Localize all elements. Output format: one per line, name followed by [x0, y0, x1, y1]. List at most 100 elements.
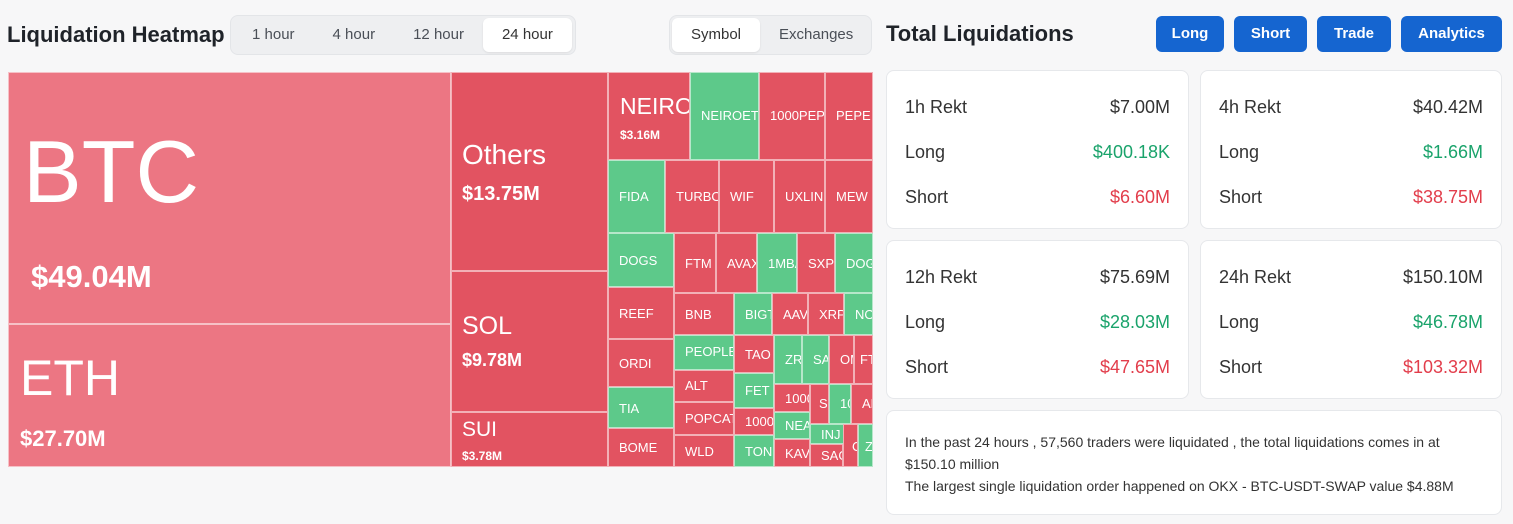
- tile-1000pepe[interactable]: 1000PEPE: [759, 72, 825, 160]
- time-option-24h[interactable]: 24 hour: [482, 18, 572, 52]
- trade-button[interactable]: Trade: [1317, 16, 1391, 52]
- short-value: $47.65M: [1099, 357, 1170, 377]
- tile-fida[interactable]: FIDA: [608, 160, 665, 233]
- heatmap-title: Liquidation Heatmap: [7, 22, 225, 47]
- view-option-symbol[interactable]: Symbol: [672, 18, 761, 52]
- tile-c[interactable]: C: [843, 424, 858, 467]
- tile-not[interactable]: NOT: [844, 293, 873, 335]
- tile-sol[interactable]: SOL $9.78M: [451, 271, 608, 412]
- tile-ftm-2[interactable]: FTM: [854, 335, 873, 384]
- tile-symbol: UXLINK: [785, 189, 824, 204]
- tile-symbol: NEAR: [785, 418, 809, 433]
- tile-fet[interactable]: FET: [734, 373, 774, 408]
- short-label: Short: [1219, 187, 1263, 207]
- short-value: $6.60M: [1109, 187, 1170, 207]
- time-option-4h[interactable]: 4 hour: [332, 26, 376, 43]
- tile-xrp[interactable]: XRP: [808, 293, 844, 335]
- tile-sei[interactable]: SEI: [810, 384, 829, 424]
- tile-symbol: SEI: [819, 396, 828, 411]
- tile-btc-value: $49.04M: [31, 259, 152, 294]
- long-value: $1.66M: [1422, 142, 1483, 162]
- tile-saga-2[interactable]: SAGA: [810, 444, 843, 467]
- tile-pepe[interactable]: PEPE: [825, 72, 873, 160]
- short-button[interactable]: Short: [1234, 16, 1307, 52]
- tile-symbol: SXP: [808, 256, 835, 271]
- tile-symbol: FET: [745, 383, 770, 398]
- tile-1mbabydoge[interactable]: 1MBABYDOGE: [757, 233, 797, 293]
- tile-bome[interactable]: BOME: [608, 428, 674, 467]
- view-option-exchanges[interactable]: Exchanges: [779, 26, 854, 43]
- tile-ftm[interactable]: FTM: [674, 233, 716, 293]
- tile-btc-symbol: BTC: [23, 122, 199, 221]
- tile-kava[interactable]: KAVA: [774, 439, 810, 467]
- tile-alt[interactable]: ALT: [674, 370, 734, 402]
- tile-neiro-value: $3.16M: [620, 128, 661, 142]
- tile-reef[interactable]: REEF: [608, 287, 674, 339]
- tile-symbol: KAVA: [785, 446, 810, 461]
- tile-tia[interactable]: TIA: [608, 387, 674, 428]
- tile-wld[interactable]: WLD: [674, 435, 734, 467]
- tile-aave[interactable]: AAVE: [772, 293, 808, 335]
- tile-zro[interactable]: ZRO: [774, 335, 802, 384]
- tile-symbol: WIF: [730, 189, 754, 204]
- tile-ton[interactable]: TON: [734, 435, 774, 467]
- tile-eth-value: $27.70M: [20, 426, 106, 451]
- tile-bnb[interactable]: BNB: [674, 293, 734, 335]
- tile-symbol: AAVE: [783, 307, 808, 322]
- tile-uxlink[interactable]: UXLINK: [774, 160, 825, 233]
- tile-symbol: SAGA: [821, 448, 842, 463]
- tile-popcat[interactable]: POPCAT: [674, 402, 734, 435]
- tile-dogs[interactable]: DOGS: [608, 233, 674, 287]
- tile-symbol: ALT: [685, 378, 708, 393]
- short-value: $103.32M: [1402, 357, 1483, 377]
- tile-bigtime[interactable]: BIGTIME: [734, 293, 772, 335]
- tile-sui-value: $3.78M: [462, 449, 503, 463]
- long-button[interactable]: Long: [1156, 16, 1224, 52]
- tile-btc[interactable]: BTC $49.04M: [8, 72, 451, 324]
- tile-avax[interactable]: AVAX: [716, 233, 757, 293]
- tile-symbol: ZRO: [785, 352, 802, 367]
- card-label: 12h Rekt: [905, 267, 978, 287]
- card-label: 4h Rekt: [1219, 97, 1282, 117]
- tile-ordi[interactable]: ORDI: [608, 339, 674, 387]
- tile-1000-a[interactable]: 1000: [774, 384, 810, 412]
- card-total: $150.10M: [1402, 267, 1483, 287]
- tile-others-value: $13.75M: [462, 183, 540, 205]
- tile-symbol: TIA: [619, 401, 640, 416]
- tile-symbol: INJ: [821, 427, 841, 442]
- analytics-button[interactable]: Analytics: [1401, 16, 1502, 52]
- tile-turbo[interactable]: TURBO: [665, 160, 719, 233]
- time-option-1h[interactable]: 1 hour: [252, 26, 295, 43]
- tile-others[interactable]: Others $13.75M: [451, 72, 608, 271]
- tile-symbol: BNB: [685, 307, 712, 322]
- tile-symbol: NOT: [855, 307, 872, 322]
- tile-neiro[interactable]: NEIRO $3.16M: [608, 72, 690, 160]
- tile-sui[interactable]: SUI $3.78M: [451, 412, 608, 467]
- tile-ar[interactable]: AR: [851, 384, 873, 424]
- rekt-card-4h: 4h Rekt $40.42M Long $1.66M Short $38.75M: [1200, 70, 1502, 229]
- tile-saga[interactable]: SAGA: [802, 335, 829, 384]
- tile-sxp[interactable]: SXP: [797, 233, 835, 293]
- tile-people[interactable]: PEOPLE: [674, 335, 734, 370]
- tile-mew[interactable]: MEW: [825, 160, 873, 233]
- short-label: Short: [1219, 357, 1263, 377]
- tile-z[interactable]: Z: [858, 424, 873, 467]
- tile-1000-b[interactable]: 1000: [734, 408, 774, 435]
- time-option-12h[interactable]: 12 hour: [413, 26, 464, 43]
- tile-symbol: 1000: [785, 391, 809, 406]
- tile-om[interactable]: OM: [829, 335, 854, 384]
- tile-symbol: BIGTIME: [745, 307, 771, 322]
- tile-neiroeth[interactable]: NEIROETH: [690, 72, 759, 160]
- tile-tao[interactable]: TAO: [734, 335, 774, 373]
- card-label: 24h Rekt: [1219, 267, 1292, 287]
- long-label: Long: [1219, 312, 1260, 332]
- tile-wif[interactable]: WIF: [719, 160, 774, 233]
- tile-10[interactable]: 10: [829, 384, 851, 424]
- tile-eth[interactable]: ETH $27.70M: [8, 324, 451, 467]
- liquidation-summary: In the past 24 hours , 57,560 traders we…: [886, 410, 1502, 515]
- time-range-selector: 1 hour 4 hour 12 hour 24 hour: [230, 15, 576, 55]
- liquidation-treemap: BTC $49.04M ETH $27.70M Others $13.75M S…: [8, 72, 873, 467]
- tile-doge[interactable]: DOGE: [835, 233, 873, 293]
- tile-near[interactable]: NEAR: [774, 412, 810, 439]
- short-value: $38.75M: [1412, 187, 1483, 207]
